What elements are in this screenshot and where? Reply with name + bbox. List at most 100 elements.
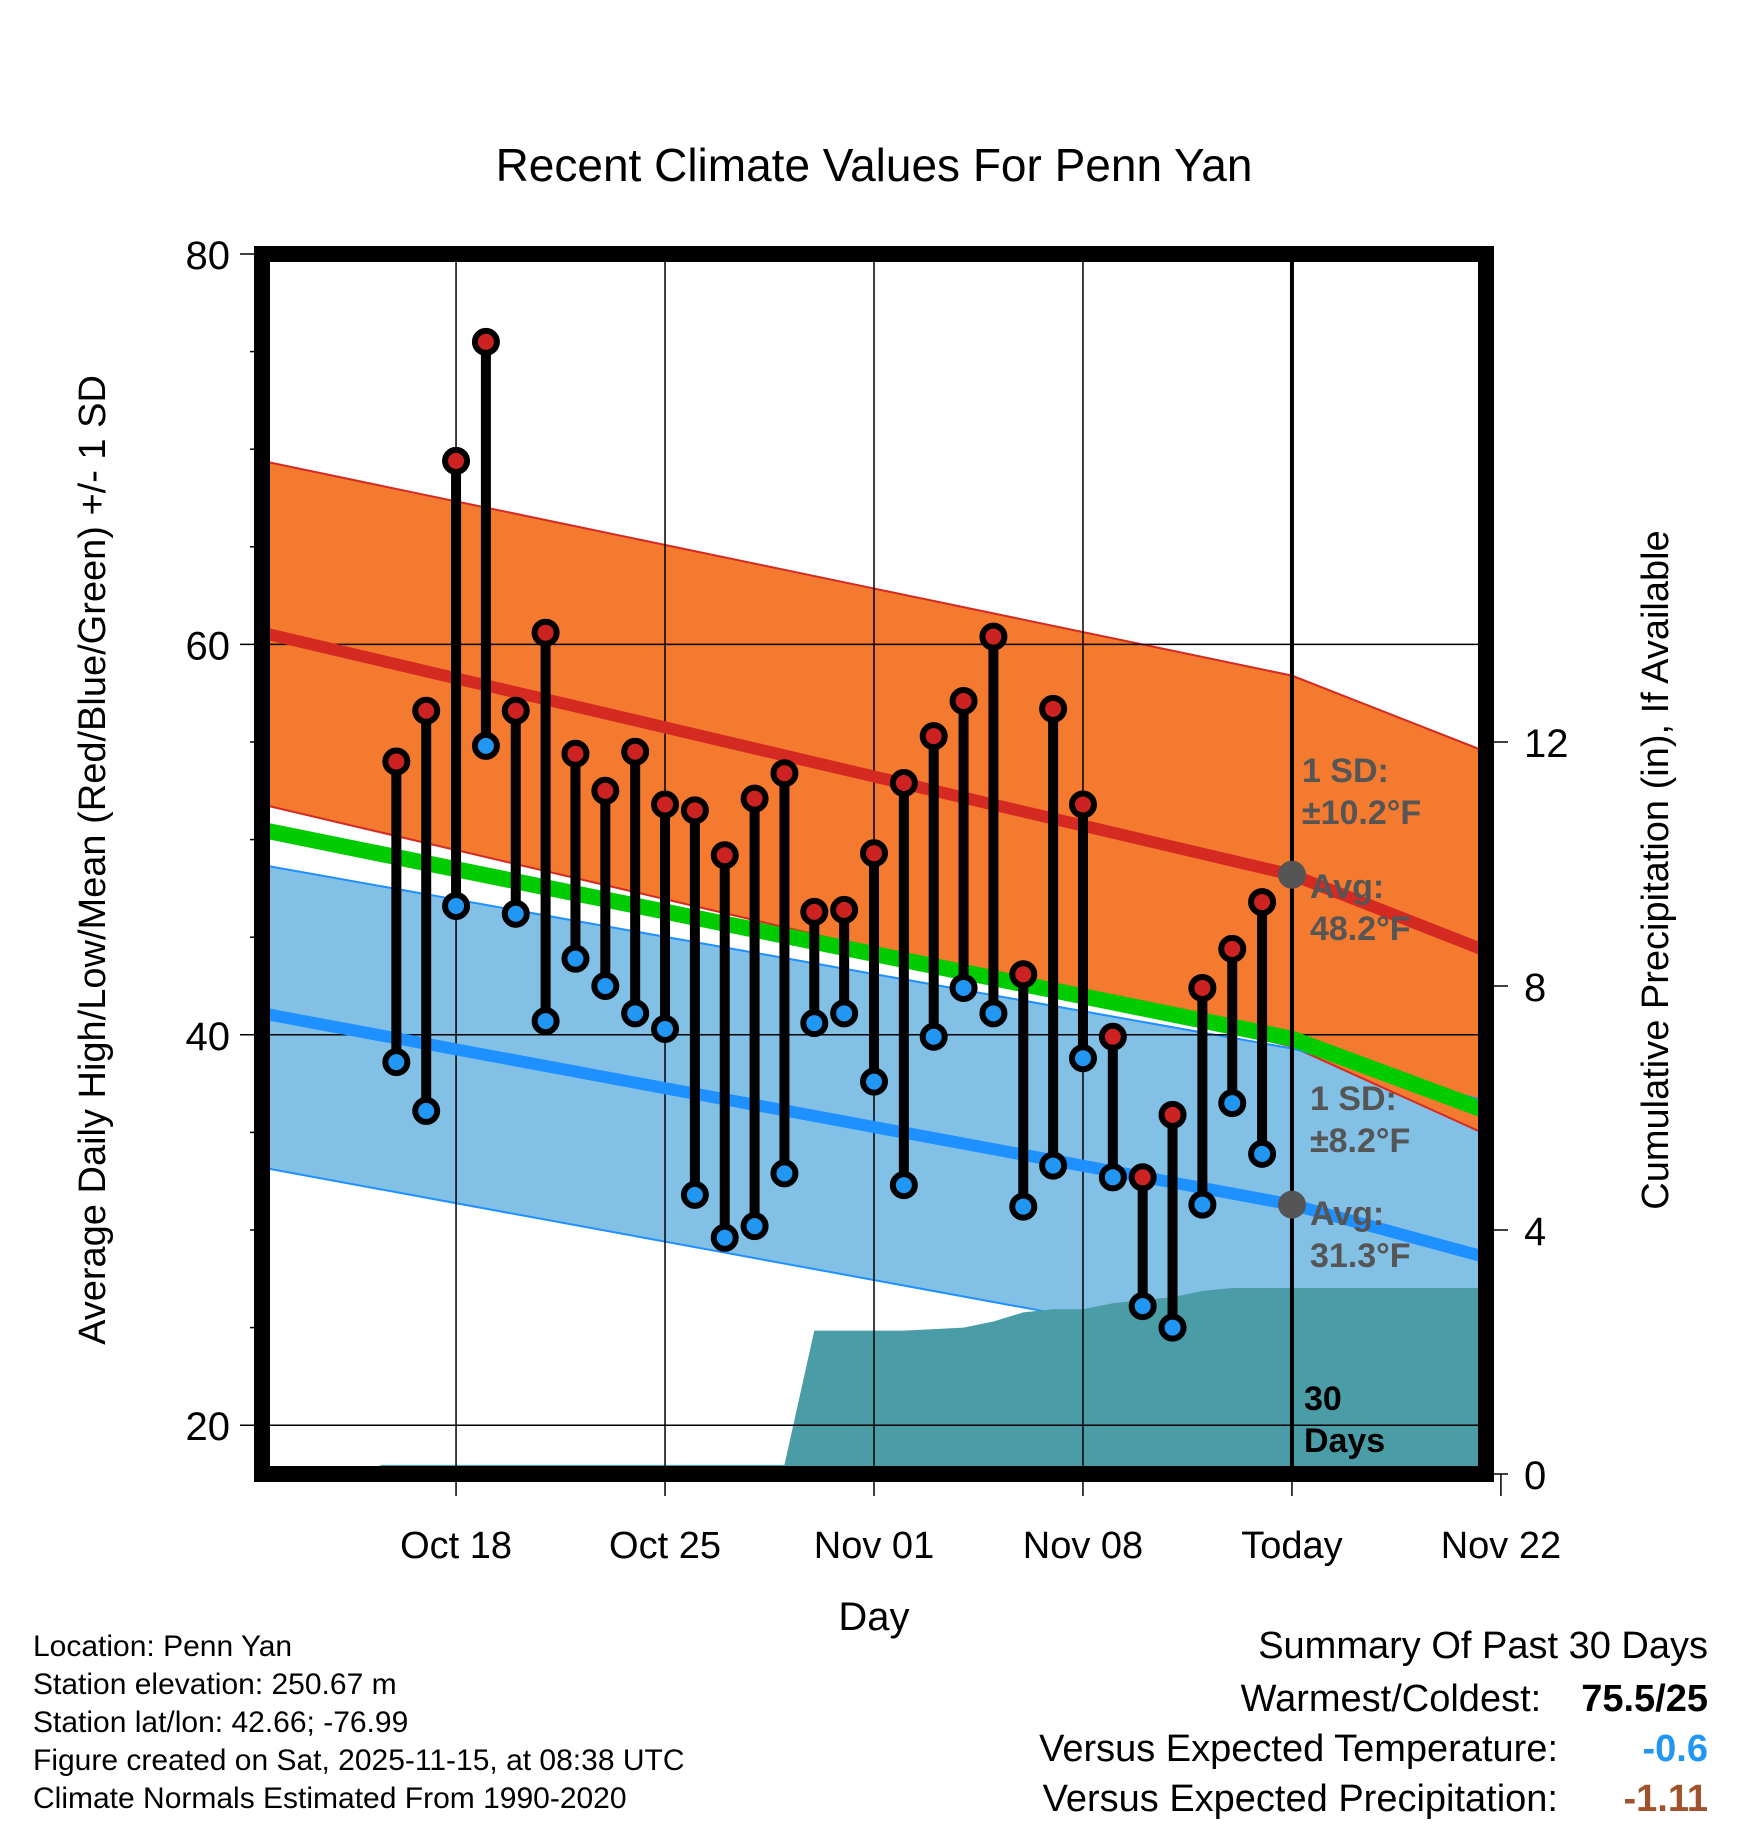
obs-low-point [800, 1009, 829, 1038]
warmest-label: Warmest/Coldest: [1240, 1678, 1542, 1720]
today-high-avg-marker [1277, 860, 1306, 889]
obs-low-point [889, 1171, 918, 1200]
obs-high-point [949, 687, 978, 716]
obs-high-point [561, 739, 590, 768]
latlon-text: Station lat/lon: 42.66; -76.99 [33, 1706, 409, 1739]
obs-high-point [1009, 960, 1038, 989]
x-tick-label: Nov 22 [1441, 1525, 1561, 1567]
obs-low-point [830, 999, 859, 1028]
obs-low-point [1009, 1192, 1038, 1221]
precip-value: -1.11 [1623, 1778, 1708, 1820]
obs-low-point [919, 1022, 948, 1051]
obs-low-point [412, 1096, 441, 1125]
x-tick-label: Nov 08 [1023, 1525, 1143, 1567]
obs-low-point [680, 1180, 709, 1209]
right-tick-label: 12 [1524, 722, 1569, 766]
obs-high-point [919, 722, 948, 751]
low-sd-annotation: 1 SD: [1310, 1080, 1397, 1118]
temp-value: -0.6 [1642, 1728, 1708, 1770]
station-info: Location: Penn Yan Station elevation: 25… [33, 1628, 685, 1818]
obs-high-point [680, 796, 709, 825]
obs-high-point [412, 696, 441, 725]
y-axis-label-left: Average Daily High/Low/Mean (Red/Blue/Gr… [72, 375, 114, 1345]
warmest-value: 75.5/25 [1581, 1678, 1708, 1720]
high-sd-annotation: 1 SD: [1302, 752, 1389, 790]
obs-low-point [1248, 1139, 1277, 1168]
obs-high-point [1128, 1163, 1157, 1192]
obs-low-point [949, 973, 978, 1002]
obs-low-point [442, 891, 471, 920]
obs-high-point [800, 897, 829, 926]
obs-low-point [471, 731, 500, 760]
elevation-text: Station elevation: 250.67 m [33, 1668, 397, 1701]
obs-low-point [1068, 1044, 1097, 1073]
x-tick-label: Oct 25 [609, 1525, 721, 1567]
obs-high-point [471, 327, 500, 356]
y-tick-label: 20 [186, 1405, 231, 1449]
obs-low-point [382, 1048, 411, 1077]
low-avg-annotation: 31.3°F [1310, 1237, 1411, 1275]
x-axis-label: Day [838, 1595, 909, 1639]
obs-high-point [1158, 1100, 1187, 1129]
obs-high-point [710, 841, 739, 870]
y-tick-label: 60 [186, 624, 231, 668]
obs-high-point [621, 737, 650, 766]
obs-low-point [621, 999, 650, 1028]
low-avg-annotation: Avg: [1310, 1195, 1384, 1233]
right-tick-label: 4 [1524, 1210, 1546, 1254]
obs-high-point [860, 839, 888, 868]
obs-high-point [1039, 694, 1068, 723]
precip-period-annotation: Days [1304, 1422, 1385, 1460]
obs-high-point [531, 618, 560, 647]
obs-high-point [382, 747, 411, 776]
y-tick-label: 40 [186, 1015, 231, 1059]
precip-label: Versus Expected Precipitation: [1042, 1778, 1558, 1820]
high-avg-annotation: 48.2°F [1310, 910, 1411, 948]
summary-precip-row: Versus Expected Precipitation: -1.11 [1043, 1778, 1708, 1821]
obs-high-point [830, 895, 859, 924]
obs-low-point [1039, 1151, 1068, 1180]
high-avg-annotation: Avg: [1310, 868, 1384, 906]
obs-low-point [1158, 1313, 1187, 1342]
summary-temp-row: Versus Expected Temperature: -0.6 [1039, 1728, 1708, 1771]
obs-low-point [531, 1007, 560, 1036]
y-tick-label: 80 [186, 234, 231, 278]
obs-high-point [770, 759, 799, 788]
summary-warmest-row: Warmest/Coldest: 75.5/25 [1241, 1678, 1708, 1721]
y-axis-label-right: Cumulative Precipitation (in), If Availa… [1635, 530, 1677, 1209]
obs-low-point [591, 972, 620, 1000]
obs-low-point [860, 1067, 888, 1096]
obs-high-point [1248, 888, 1277, 917]
obs-low-point [1098, 1163, 1127, 1192]
chart-title: Recent Climate Values For Penn Yan [496, 139, 1253, 191]
created-text: Figure created on Sat, 2025-11-15, at 08… [33, 1744, 685, 1777]
right-tick-label: 8 [1524, 966, 1546, 1010]
obs-low-point [501, 899, 530, 928]
obs-high-point [1218, 934, 1247, 963]
obs-low-point [740, 1212, 769, 1241]
x-tick-label: Nov 01 [814, 1525, 934, 1567]
right-tick-label: 0 [1524, 1454, 1546, 1498]
today-low-avg-marker [1277, 1190, 1306, 1219]
obs-low-point [1218, 1089, 1247, 1118]
obs-high-point [740, 784, 769, 813]
obs-low-point [1188, 1190, 1217, 1219]
obs-low-point [979, 999, 1008, 1028]
obs-high-point [442, 446, 471, 475]
obs-low-point [651, 1014, 680, 1043]
normals-text: Climate Normals Estimated From 1990-2020 [33, 1782, 627, 1815]
obs-low-point [710, 1223, 739, 1252]
obs-low-point [770, 1159, 799, 1188]
summary-title: Summary Of Past 30 Days [1258, 1625, 1708, 1667]
obs-high-point [889, 768, 918, 797]
plot-area: 1 SD: ±10.2°F Avg: 48.2°F 1 SD: ±8.2°F Avg: 31.… [262, 254, 1486, 1474]
obs-high-point [979, 622, 1008, 651]
low-sd-annotation: ±8.2°F [1310, 1122, 1410, 1160]
obs-low-point [1128, 1292, 1157, 1321]
high-sd-annotation: ±10.2°F [1302, 794, 1421, 832]
temp-label: Versus Expected Temperature: [1039, 1728, 1558, 1770]
precip-period-annotation: 30 [1304, 1380, 1342, 1418]
obs-high-point [1098, 1022, 1127, 1051]
x-tick-label: Today [1241, 1525, 1342, 1567]
